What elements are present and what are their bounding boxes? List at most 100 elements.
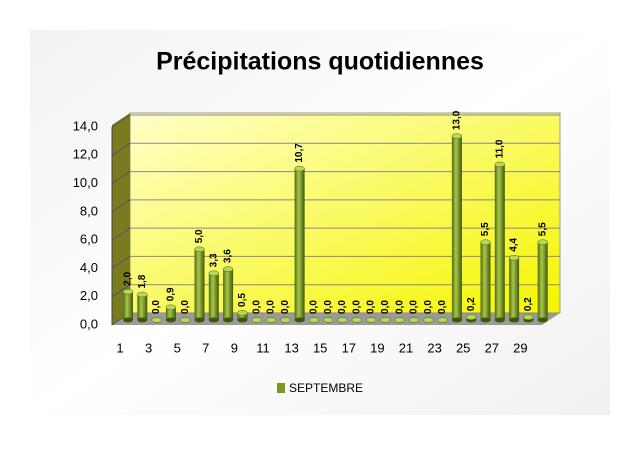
legend-swatch [277,383,285,393]
x-tick-label: 11 [256,340,270,355]
bar [208,273,219,320]
value-label: 11,0 [494,139,505,158]
chart-title: Précipitations quotidiennes [156,48,484,76]
bar-bottom [123,317,133,323]
bar-cap [165,304,177,311]
legend-label: SEPTEMBRE [289,381,363,395]
grid-line-side [111,171,131,184]
bar-cap [237,310,248,316]
bar [123,291,133,320]
value-label: 0,0 [280,300,291,314]
value-label: 0,0 [409,300,420,314]
value-label: 0,5 [237,293,248,307]
bar [537,242,548,320]
value-label: 0,2 [466,297,477,311]
bar-cap [408,317,420,323]
y-tick-label: 2,0 [80,288,98,303]
bar-cap [523,314,534,320]
bar-cap [194,246,205,253]
value-label: 0,0 [151,300,162,314]
x-tick-label: 15 [313,340,327,355]
value-label: 0,0 [309,300,320,314]
bar [480,242,491,320]
bar-cap [537,239,548,245]
value-label: 3,3 [208,253,219,267]
bar-cap [151,317,162,323]
y-tick-label: 4,0 [80,260,98,275]
side-wall [112,113,130,325]
bar-bottom [194,317,205,323]
x-tick-label: 17 [342,340,356,355]
bar-cap [208,270,220,277]
bar-cap [280,317,291,323]
x-tick-label: 21 [399,340,413,355]
bar-cap [322,317,334,323]
bar-bottom [137,317,148,323]
x-tick-label: 13 [284,340,298,355]
y-tick-label: 0,0 [80,316,98,331]
bar-cap [451,133,463,139]
bar-cap [294,165,305,172]
bar-bottom [494,317,505,323]
bar-cap [179,317,191,323]
value-label: 3,6 [223,249,234,263]
value-label: 5,5 [537,222,548,236]
bar-cap [394,317,405,323]
grid-line-side [111,227,131,241]
bar [194,249,205,320]
bar-bottom [537,317,548,323]
y-tick-label: 6,0 [80,232,98,247]
bar-cap [122,288,134,295]
grid-line-side [111,114,131,128]
x-tick-label: 29 [513,340,527,355]
value-label: 0,0 [351,300,362,314]
value-label: 0,0 [323,300,334,314]
value-label: 0,0 [366,300,377,314]
value-label: 10,7 [294,143,305,163]
value-label: 13,0 [452,110,463,130]
bar-cap [351,317,363,323]
value-label: 1,8 [137,274,148,288]
bar-cap [423,317,434,323]
grid-line-side [111,256,131,269]
bar-cap [337,317,348,323]
legend: SEPTEMBRE [277,381,363,395]
bar-bottom [223,317,234,323]
value-label: 5,5 [480,222,491,236]
x-tick-label: 3 [145,340,152,355]
bar [237,312,248,320]
bar [223,269,234,320]
y-tick-label: 10,0 [73,175,98,190]
bar-cap [265,317,277,323]
x-tick-label: 5 [174,340,181,355]
x-tick-label: 19 [370,340,384,355]
bar [165,307,176,320]
grid-line-side [111,199,131,213]
grid-line-side [111,142,131,156]
bar-cap [137,291,148,298]
value-label: 0,0 [266,300,277,314]
bar-cap [222,266,234,272]
bar [451,136,462,320]
bar [137,294,148,320]
value-label: 0,0 [394,300,405,314]
bar [509,257,520,320]
bar-cap [465,314,477,320]
value-label: 0,0 [180,300,191,314]
value-label: 4,4 [509,237,520,251]
value-label: 2,0 [123,271,134,285]
bar-cap [308,317,320,323]
value-label: 0,9 [166,287,177,301]
value-label: 0,0 [423,300,434,314]
bar [294,168,305,320]
x-tick-label: 9 [231,340,238,355]
x-tick-label: 7 [202,340,209,355]
bar-cap [494,161,506,168]
bar-cap [437,317,448,323]
x-tick-label: 25 [456,340,470,355]
value-label: 0,0 [337,300,348,314]
x-tick-label: 23 [427,340,441,355]
bar-cap [480,239,491,245]
bar-cap [365,317,377,323]
